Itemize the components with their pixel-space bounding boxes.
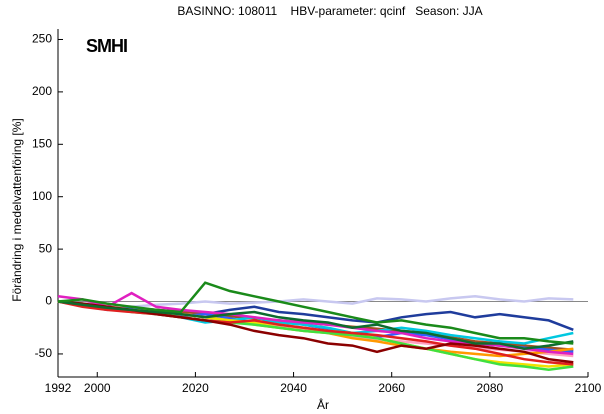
y-tick-label: 200 <box>32 84 52 98</box>
y-axis-label: Förändring i medelvattenföring [%] <box>10 118 24 301</box>
x-tick-label: 2080 <box>477 381 504 395</box>
x-tick-label: 2040 <box>280 381 307 395</box>
series-line <box>57 281 574 345</box>
series-line <box>57 291 574 356</box>
series-line <box>57 300 574 350</box>
chart-title: BASINNO: 108011 HBV-parameter: qcinf Sea… <box>177 4 482 18</box>
y-tick-label: 150 <box>32 136 52 150</box>
x-axis-label: År <box>317 397 329 412</box>
x-tick-label: 2020 <box>182 381 209 395</box>
series-line <box>57 295 574 309</box>
logo: SMHI <box>86 36 127 56</box>
y-tick-label: 50 <box>39 241 53 255</box>
x-tick-label: 1992 <box>45 381 72 395</box>
y-tick-label: 100 <box>32 189 52 203</box>
y-tick-label: -50 <box>35 346 53 360</box>
x-tick-label: 2100 <box>575 381 602 395</box>
x-tick-label: 2060 <box>378 381 405 395</box>
y-tick-label: 250 <box>32 32 52 46</box>
x-tick-label: 2000 <box>84 381 111 395</box>
y-tick-label: 0 <box>45 294 52 308</box>
